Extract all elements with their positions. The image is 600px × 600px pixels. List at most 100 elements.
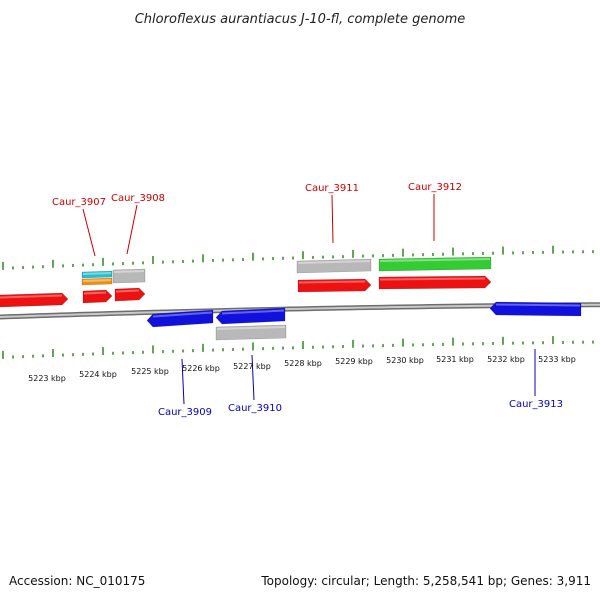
misc-feature <box>296 258 372 274</box>
minor-tick <box>22 266 24 270</box>
gene-arrow-forward-shine <box>0 294 62 299</box>
minor-tick <box>422 253 424 257</box>
scale-label: 5226 kbp <box>182 364 220 373</box>
scale-label: 5228 kbp <box>284 359 322 368</box>
minor-tick <box>342 255 344 259</box>
major-tick <box>402 338 404 347</box>
minor-tick <box>582 340 584 344</box>
major-tick <box>352 339 354 348</box>
scale-label: 5227 kbp <box>233 362 271 371</box>
gene-arrow-forward <box>297 278 372 293</box>
forward-strand-ticks <box>2 245 594 270</box>
minor-tick <box>92 352 94 356</box>
major-tick <box>52 259 54 268</box>
minor-tick <box>182 259 184 263</box>
major-tick <box>302 251 304 260</box>
minor-tick <box>372 254 374 258</box>
minor-tick <box>322 345 324 349</box>
major-tick <box>2 261 4 270</box>
minor-tick <box>442 252 444 256</box>
minor-tick <box>382 254 384 258</box>
gene-label-forward: Caur_3912 <box>408 182 462 193</box>
gene-arrow-forward-shine <box>380 277 485 281</box>
minor-tick <box>332 345 334 349</box>
minor-tick <box>182 349 184 353</box>
minor-tick <box>122 351 124 355</box>
minor-tick <box>222 258 224 262</box>
minor-tick <box>292 256 294 260</box>
minor-tick <box>212 258 214 262</box>
highlighted-feature-shine <box>380 258 490 262</box>
minor-tick <box>242 347 244 351</box>
trna-feature <box>81 270 113 279</box>
minor-tick <box>312 255 314 259</box>
scale-label: 5230 kbp <box>386 356 424 365</box>
minor-tick <box>222 348 224 352</box>
leader-line <box>181 358 185 405</box>
highlighted-feature <box>378 256 492 272</box>
major-tick <box>452 247 454 256</box>
major-tick <box>102 257 104 266</box>
gene-arrow-forward <box>82 289 113 304</box>
minor-tick <box>172 260 174 264</box>
minor-tick <box>32 354 34 358</box>
minor-tick <box>412 253 414 257</box>
minor-tick <box>312 345 314 349</box>
minor-tick <box>12 266 14 270</box>
gene-arrow-forward <box>0 292 69 308</box>
minor-tick <box>292 346 294 350</box>
scale-label: 5231 kbp <box>436 355 474 364</box>
minor-tick <box>492 251 494 255</box>
minor-tick <box>112 351 114 355</box>
minor-tick <box>522 341 524 345</box>
minor-tick <box>82 352 84 356</box>
minor-tick <box>562 340 564 344</box>
position-scale-labels: 5223 kbp 5224 kbp 5225 kbp 5226 kbp 5227 kbp… <box>28 355 576 383</box>
minor-tick <box>22 355 24 359</box>
rrna-feature-shine <box>83 279 111 282</box>
minor-tick <box>212 348 214 352</box>
minor-tick <box>82 263 84 267</box>
misc-feature-shine <box>114 270 144 273</box>
gene-label-forward: Caur_3911 <box>305 183 359 194</box>
minor-tick <box>132 261 134 265</box>
gene-label-forward: Caur_3907 <box>52 197 106 208</box>
major-tick <box>502 246 504 255</box>
minor-tick <box>542 250 544 254</box>
minor-tick <box>42 354 44 358</box>
minor-tick <box>242 257 244 261</box>
minor-tick <box>392 343 394 347</box>
genome-summary-text: Topology: circular; Length: 5,258,541 bp… <box>261 574 591 588</box>
gene-label-reverse: Caur_3913 <box>509 399 563 410</box>
minor-tick <box>62 353 64 357</box>
minor-tick <box>442 342 444 346</box>
major-tick <box>252 342 254 351</box>
minor-tick <box>532 341 534 345</box>
accession-text: Accession: NC_010175 <box>9 574 146 588</box>
minor-tick <box>482 251 484 255</box>
map-title: Chloroflexus aurantiacus J-10-fl, comple… <box>135 12 466 27</box>
gene-arrow-forward-shine <box>116 289 139 293</box>
gene-features <box>0 256 582 341</box>
major-tick <box>202 254 204 263</box>
major-tick <box>402 248 404 257</box>
major-tick <box>452 337 454 346</box>
minor-tick <box>282 346 284 350</box>
scale-label: 5232 kbp <box>487 355 525 364</box>
major-tick <box>552 245 554 254</box>
gene-arrow-reverse-shine <box>222 309 284 315</box>
minor-tick <box>232 347 234 351</box>
minor-tick <box>62 264 64 268</box>
misc-feature <box>215 324 287 341</box>
scale-label: 5229 kbp <box>335 357 373 366</box>
major-tick <box>302 341 304 350</box>
minor-tick <box>272 257 274 261</box>
major-tick <box>152 345 154 354</box>
leader-line <box>251 354 255 401</box>
gene-arrow-reverse <box>215 307 286 325</box>
minor-tick <box>512 341 514 345</box>
minor-tick <box>72 353 74 357</box>
misc-feature <box>112 268 146 284</box>
minor-tick <box>262 347 264 351</box>
